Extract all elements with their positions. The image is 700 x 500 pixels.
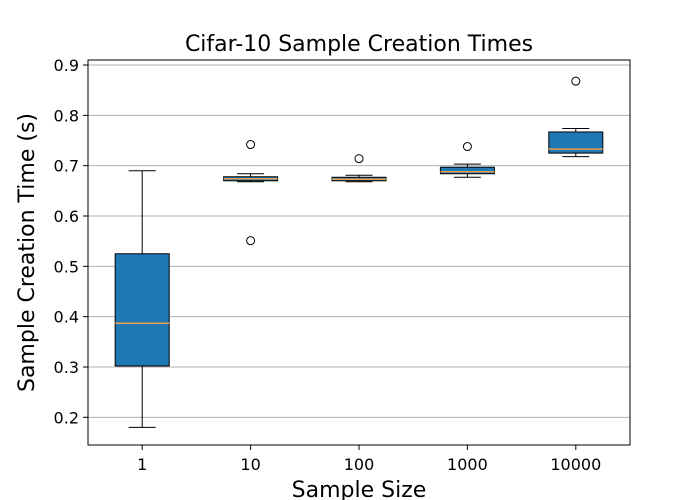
y-tick-label: 0.8 (54, 106, 79, 125)
x-tick-label: 10000 (550, 455, 601, 474)
y-gridlines (88, 64, 630, 418)
chart-title: Cifar-10 Sample Creation Times (185, 32, 533, 57)
outlier-point (354, 154, 364, 164)
x-axis-ticks: 1 10 100 1000 10000 (137, 445, 601, 474)
y-tick-label: 0.4 (54, 308, 79, 327)
outlier-point (571, 76, 581, 86)
interquartile-box (548, 131, 604, 154)
interquartile-box (439, 166, 495, 175)
y-axis-label: Sample Creation Time (s) (15, 113, 40, 392)
y-tick-label: 0.6 (54, 207, 79, 226)
box-1000 (439, 142, 495, 178)
x-tick-label: 1000 (447, 455, 488, 474)
outlier-point (462, 142, 472, 152)
y-tick-label: 0.2 (54, 408, 79, 427)
box-10 (223, 140, 279, 246)
outlier-point (246, 236, 256, 246)
box-10000 (548, 76, 604, 158)
x-axis-label: Sample Size (292, 478, 427, 500)
interquartile-box (114, 253, 170, 367)
y-axis-ticks: 0.2 0.3 0.4 0.5 0.6 0.7 0.8 0.9 (54, 56, 88, 427)
y-tick-label: 0.5 (54, 257, 79, 276)
x-tick-label: 10 (240, 455, 260, 474)
box-1 (114, 170, 170, 428)
x-tick-label: 100 (344, 455, 375, 474)
outlier-point (246, 140, 256, 150)
boxes (114, 76, 604, 428)
x-tick-label: 1 (137, 455, 147, 474)
y-tick-label: 0.7 (54, 157, 79, 176)
y-tick-label: 0.3 (54, 358, 79, 377)
box-100 (331, 154, 387, 183)
y-tick-label: 0.9 (54, 56, 79, 75)
